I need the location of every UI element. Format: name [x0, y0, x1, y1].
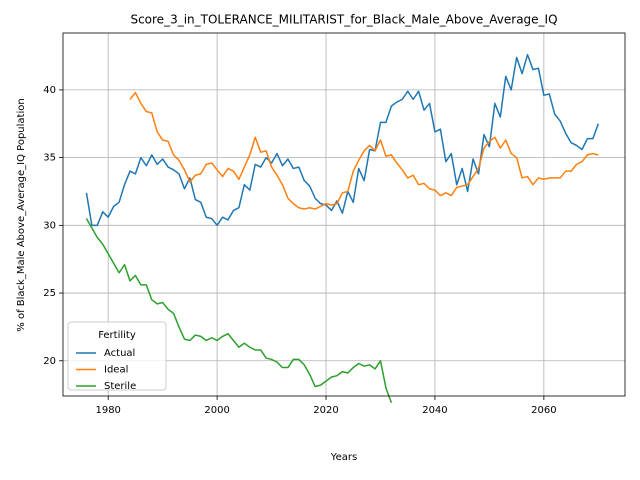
- y-axis-label: % of Black_Male Above_Average_IQ Populat…: [16, 98, 27, 331]
- x-tick-label: 2000: [204, 405, 229, 416]
- y-tick-label: 20: [43, 356, 56, 367]
- y-tick-label: 35: [43, 153, 56, 164]
- x-tick-label: 2060: [531, 405, 556, 416]
- x-axis-label: Years: [330, 452, 357, 463]
- y-tick-label: 40: [43, 85, 56, 96]
- line-series: [129, 91, 599, 210]
- legend-title: Fertility: [98, 330, 136, 341]
- legend-label: Actual: [104, 348, 135, 359]
- plot-frame: [62, 32, 626, 397]
- x-tick-label: 2040: [422, 405, 447, 416]
- chart-title: Score_3_in_TOLERANCE_MILITARIST_for_Blac…: [130, 13, 557, 27]
- legend-label: Sterile: [104, 381, 136, 392]
- legend-label: Ideal: [104, 365, 128, 376]
- y-tick-label: 30: [43, 220, 56, 231]
- x-tick-label: 2020: [313, 405, 338, 416]
- x-tick-label: 1980: [95, 405, 120, 416]
- line-series: [85, 218, 393, 404]
- y-tick-label: 25: [43, 288, 56, 299]
- line-series: [85, 53, 600, 227]
- legend-box: [67, 321, 167, 391]
